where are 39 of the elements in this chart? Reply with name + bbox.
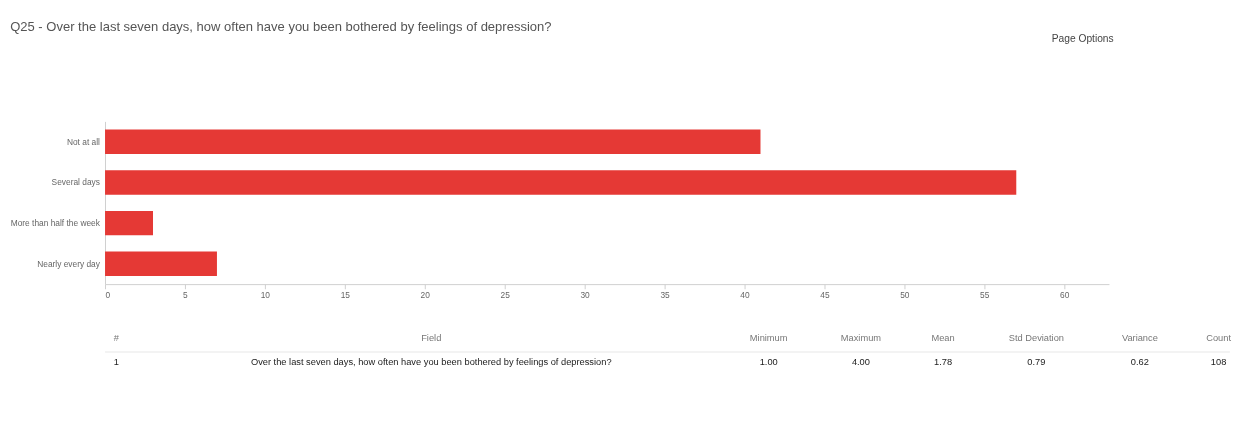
text: 1.78 <box>933 356 953 367</box>
text: 1 <box>113 356 119 367</box>
y-tick-label: Several days <box>51 177 100 188</box>
x-tick-label: 25 <box>500 289 511 300</box>
text: 0.62 <box>1130 356 1149 367</box>
x-tick-label: 45 <box>820 289 830 300</box>
bar <box>105 170 1017 195</box>
text: Over the last seven days, how often have you been bothered by feelings of depression? <box>250 356 612 367</box>
x-tick-label: 5 <box>183 289 189 300</box>
y-tick-label: Not at all <box>66 136 101 147</box>
text: Std Deviation <box>1008 333 1064 344</box>
y-tick-label: Nearly every day <box>37 258 101 269</box>
x-tick-label: 10 <box>260 289 271 300</box>
text: Minimum <box>749 333 788 344</box>
x-tick-label: 0 <box>105 289 111 300</box>
x-tick-label: 40 <box>740 289 750 300</box>
x-tick-label: 30 <box>580 289 591 300</box>
text: Field <box>421 333 442 344</box>
chart-title: Q25 - Over the last seven days, how often have you been bothered by feelings of depression? <box>10 19 552 35</box>
bar <box>105 129 761 154</box>
text: Maximum <box>840 333 882 344</box>
x-tick-label: 50 <box>900 289 910 300</box>
text: 0.79 <box>1027 356 1046 367</box>
x-tick-label: 55 <box>980 289 990 300</box>
text: # <box>113 333 120 344</box>
text: 108 <box>1210 356 1227 367</box>
text: 1.00 <box>759 356 778 367</box>
x-tick-label: 15 <box>340 289 351 300</box>
x-tick-label: 20 <box>420 289 431 300</box>
bar <box>105 210 153 236</box>
bar <box>105 251 217 276</box>
text: 4.00 <box>851 356 870 367</box>
text: Variance <box>1121 333 1158 344</box>
y-tick-label: More than half the week <box>10 217 101 228</box>
text: Page Options <box>1051 33 1114 45</box>
x-tick-label: 35 <box>660 289 671 300</box>
x-tick-label: 60 <box>1060 289 1070 300</box>
text: Count <box>1206 333 1232 344</box>
text: Mean <box>931 333 955 344</box>
